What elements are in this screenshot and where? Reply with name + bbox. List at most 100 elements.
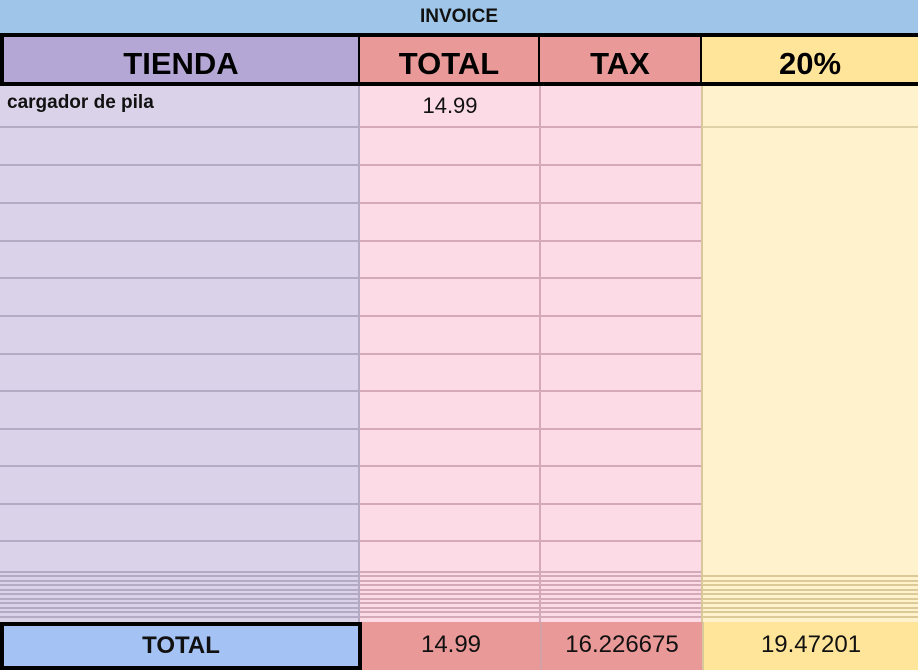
tienda-cell[interactable] bbox=[0, 504, 360, 541]
totals-pct[interactable]: 19.47201 bbox=[702, 622, 918, 670]
compressed-row-line bbox=[0, 611, 360, 613]
compressed-row-line bbox=[360, 584, 702, 586]
compressed-row-line bbox=[360, 606, 702, 609]
totals-tax[interactable]: 16.226675 bbox=[540, 622, 702, 670]
total-cell[interactable] bbox=[360, 466, 540, 504]
row-divider bbox=[360, 164, 702, 166]
tienda-cell[interactable] bbox=[0, 354, 360, 391]
compressed-row-line bbox=[702, 602, 918, 604]
totals-label: TOTAL bbox=[0, 622, 362, 670]
row-divider bbox=[360, 126, 702, 128]
tienda-cell[interactable] bbox=[0, 541, 360, 572]
totals-total[interactable]: 14.99 bbox=[362, 622, 540, 670]
compressed-row-line bbox=[702, 597, 918, 600]
total-cell[interactable] bbox=[360, 127, 540, 165]
row-divider bbox=[360, 353, 702, 355]
compressed-row-line bbox=[702, 575, 918, 577]
compressed-row-line bbox=[0, 588, 360, 591]
tienda-cell[interactable] bbox=[0, 278, 360, 316]
tax-cell[interactable] bbox=[540, 203, 702, 241]
header-tax[interactable]: TAX bbox=[540, 33, 704, 86]
compressed-row-line bbox=[360, 597, 702, 600]
compressed-row-line bbox=[702, 611, 918, 613]
row-divider bbox=[0, 353, 360, 355]
total-cell[interactable] bbox=[360, 278, 540, 316]
total-cell[interactable] bbox=[360, 241, 540, 278]
tienda-cell[interactable] bbox=[0, 127, 360, 165]
tienda-cell[interactable]: cargador de pila bbox=[7, 92, 154, 113]
compressed-row-line bbox=[0, 575, 360, 577]
tax-cell[interactable] bbox=[540, 541, 702, 572]
pct-merged-cell[interactable] bbox=[702, 86, 918, 622]
tax-cell[interactable] bbox=[540, 278, 702, 316]
row-divider bbox=[0, 315, 360, 317]
row-divider bbox=[0, 503, 360, 505]
tienda-cell[interactable] bbox=[0, 165, 360, 203]
header-pct[interactable]: 20% bbox=[702, 33, 918, 86]
total-cell[interactable]: 14.99 bbox=[422, 93, 478, 118]
row-divider bbox=[360, 315, 702, 317]
tienda-cell[interactable] bbox=[0, 391, 360, 429]
row-divider bbox=[360, 277, 702, 279]
tax-cell[interactable] bbox=[540, 316, 702, 354]
compressed-row-line bbox=[360, 615, 702, 618]
row-divider bbox=[360, 571, 702, 573]
row-divider bbox=[360, 390, 702, 392]
tax-cell[interactable] bbox=[540, 391, 702, 429]
row-divider bbox=[360, 540, 702, 542]
tienda-cell[interactable] bbox=[0, 203, 360, 241]
tax-cell[interactable] bbox=[540, 127, 702, 165]
row-divider bbox=[360, 465, 702, 467]
compressed-row-line bbox=[360, 611, 702, 613]
row-divider bbox=[0, 571, 360, 573]
compressed-row-line bbox=[360, 575, 702, 577]
compressed-row-line bbox=[702, 588, 918, 591]
tienda-cell[interactable] bbox=[0, 429, 360, 466]
total-cell[interactable] bbox=[360, 354, 540, 391]
total-cell[interactable] bbox=[360, 165, 540, 203]
row-divider bbox=[0, 126, 360, 128]
row-divider bbox=[360, 503, 702, 505]
total-cell[interactable] bbox=[360, 504, 540, 541]
tienda-cell[interactable] bbox=[0, 316, 360, 354]
compressed-row-line bbox=[0, 579, 360, 582]
tax-cell[interactable] bbox=[540, 241, 702, 278]
total-cell[interactable] bbox=[360, 429, 540, 466]
tax-cell[interactable] bbox=[540, 354, 702, 391]
compressed-row-line bbox=[360, 593, 702, 595]
compressed-row-line bbox=[0, 597, 360, 600]
column-divider bbox=[701, 86, 703, 622]
invoice-title: INVOICE bbox=[0, 0, 918, 33]
header-total[interactable]: TOTAL bbox=[360, 33, 542, 86]
total-cell[interactable] bbox=[360, 541, 540, 572]
tax-cell[interactable] bbox=[540, 466, 702, 504]
header-tienda[interactable]: TIENDA bbox=[0, 33, 362, 86]
tienda-cell[interactable] bbox=[0, 466, 360, 504]
row-divider bbox=[0, 164, 360, 166]
compressed-row-line bbox=[702, 579, 918, 582]
row-divider bbox=[0, 465, 360, 467]
row-divider bbox=[0, 390, 360, 392]
tax-cell[interactable] bbox=[540, 86, 702, 127]
tax-cell[interactable] bbox=[540, 429, 702, 466]
row-divider bbox=[0, 540, 360, 542]
compressed-row-line bbox=[702, 606, 918, 609]
total-cell[interactable] bbox=[360, 391, 540, 429]
total-cell[interactable] bbox=[360, 316, 540, 354]
compressed-row-line bbox=[360, 602, 702, 604]
compressed-row-line bbox=[360, 579, 702, 582]
compressed-row-line bbox=[0, 602, 360, 604]
row-divider bbox=[360, 428, 702, 430]
tax-cell[interactable] bbox=[540, 165, 702, 203]
compressed-row-line bbox=[0, 615, 360, 618]
tax-cell[interactable] bbox=[540, 504, 702, 541]
total-cell[interactable] bbox=[360, 203, 540, 241]
row-divider bbox=[0, 277, 360, 279]
compressed-row-line bbox=[0, 584, 360, 586]
compressed-row-line bbox=[360, 588, 702, 591]
tienda-cell[interactable] bbox=[0, 241, 360, 278]
compressed-row-line bbox=[0, 606, 360, 609]
row-divider bbox=[702, 126, 918, 128]
row-divider bbox=[0, 202, 360, 204]
row-divider bbox=[0, 240, 360, 242]
